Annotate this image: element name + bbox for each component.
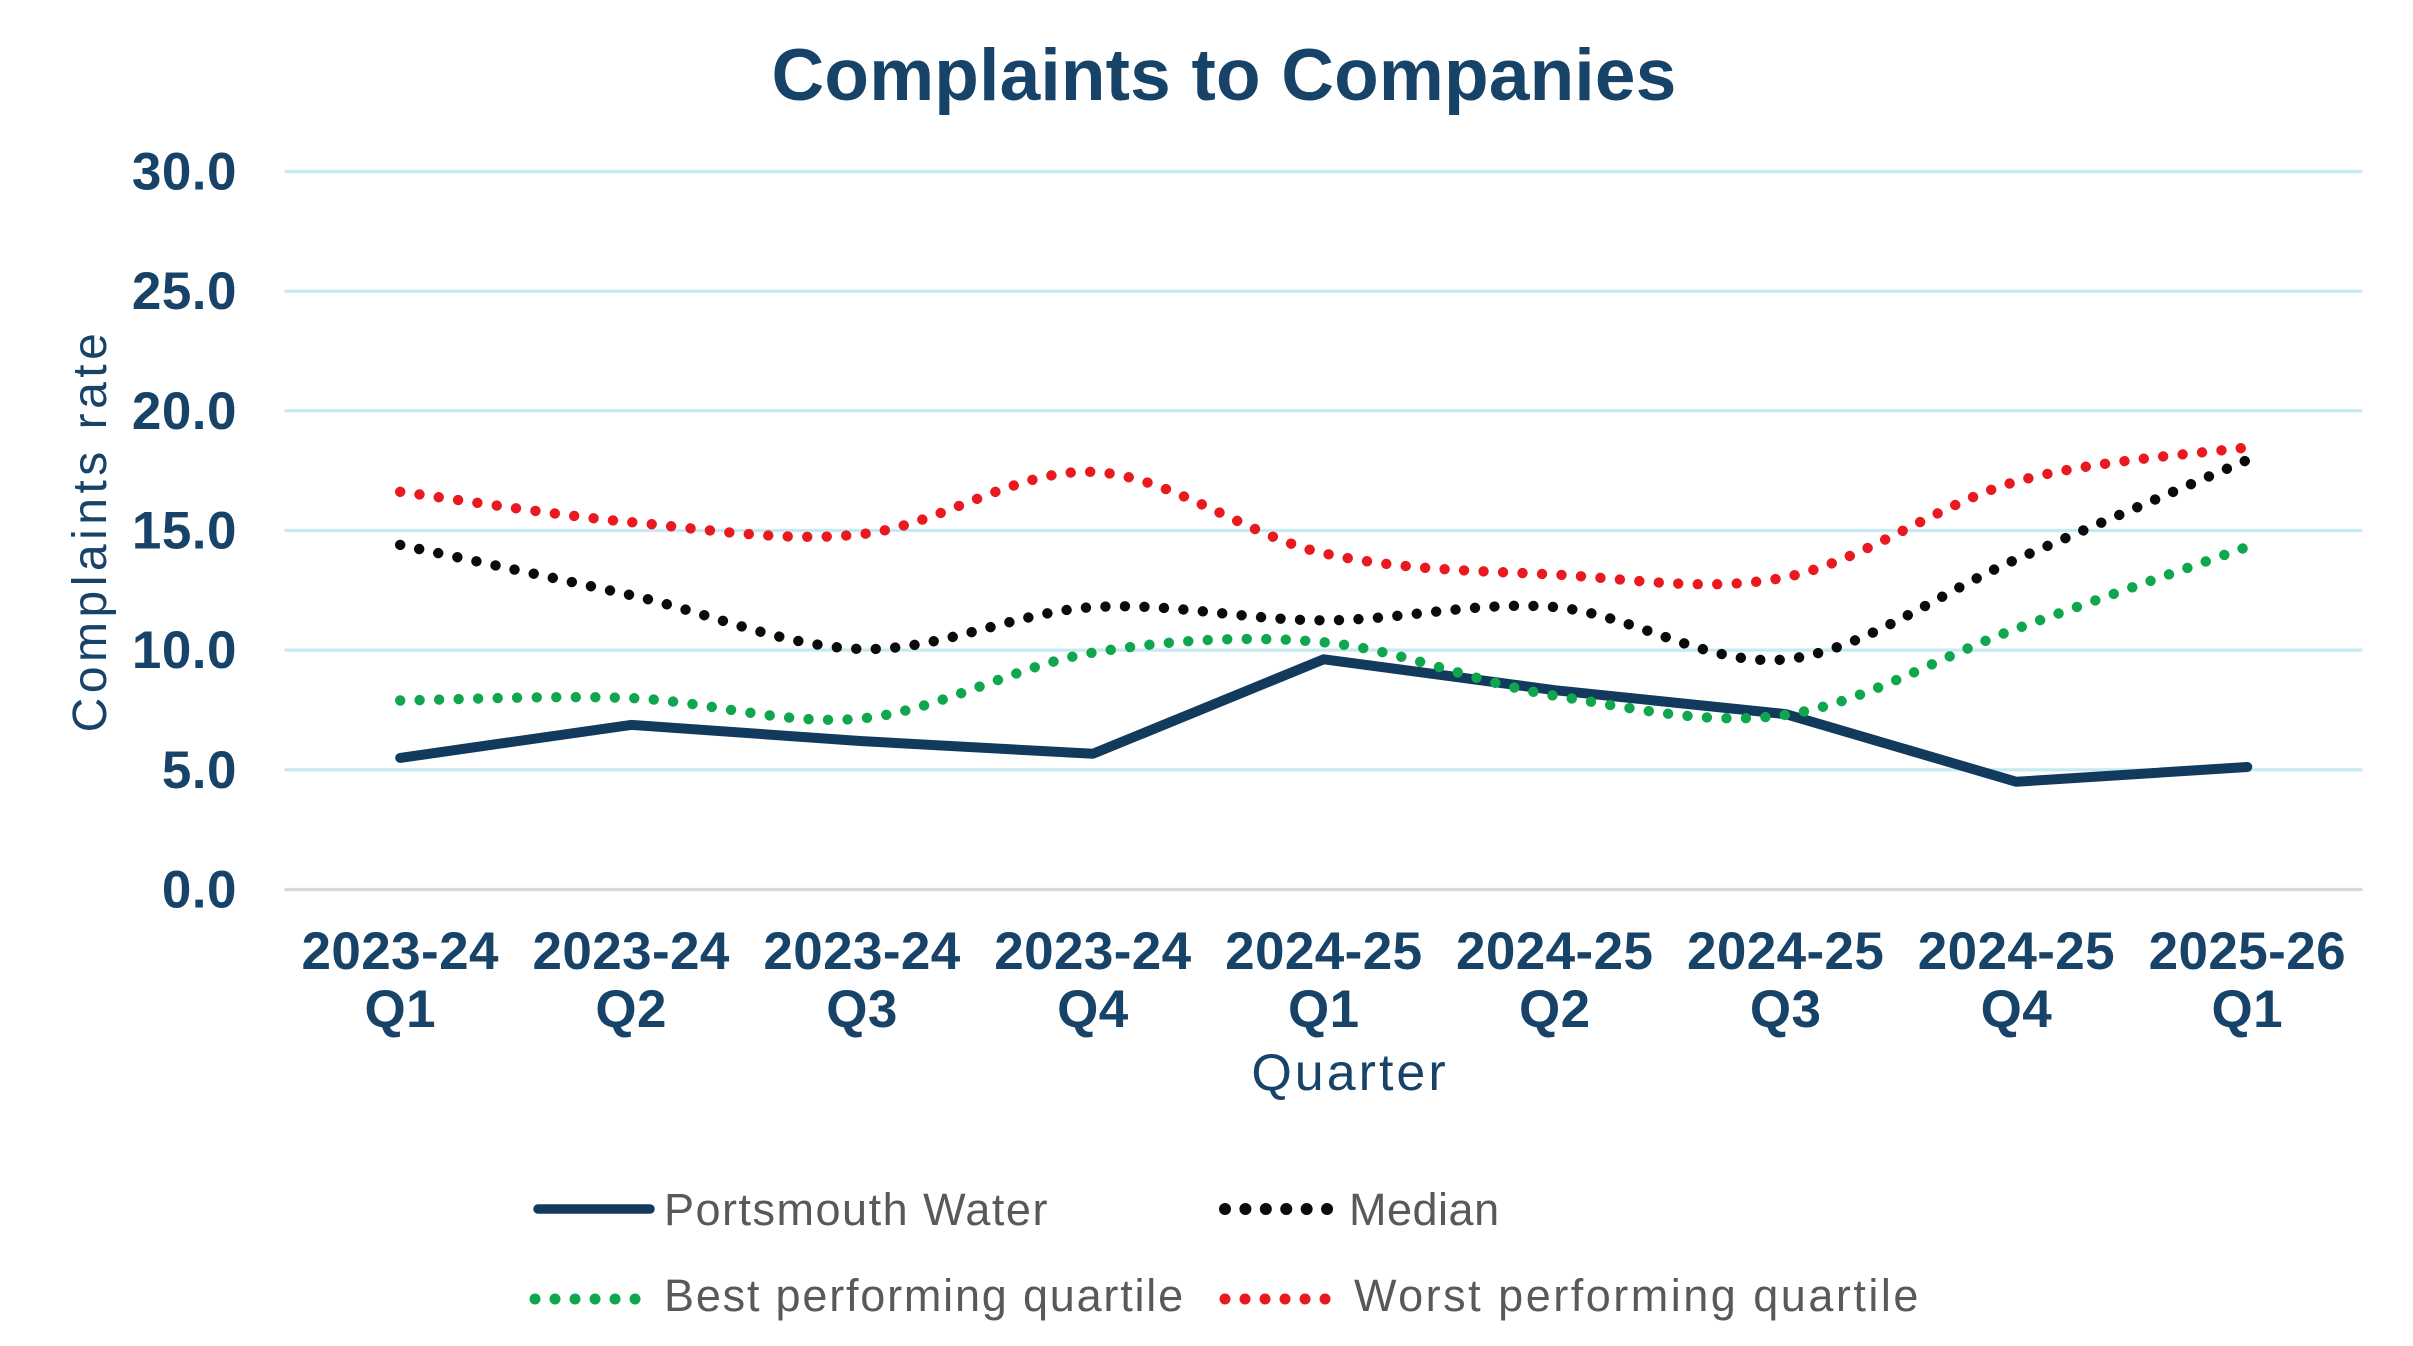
- svg-text:Q3: Q3: [1750, 980, 1822, 1039]
- svg-text:Q1: Q1: [364, 980, 436, 1039]
- svg-text:Worst performing quartile: Worst performing quartile: [1354, 1270, 1921, 1321]
- svg-text:Complaints to Companies: Complaints to Companies: [771, 35, 1676, 116]
- svg-text:Portsmouth Water: Portsmouth Water: [664, 1184, 1049, 1235]
- svg-text:5.0: 5.0: [162, 741, 237, 800]
- svg-text:Q2: Q2: [595, 980, 667, 1039]
- svg-text:0.0: 0.0: [162, 861, 237, 920]
- svg-text:2023-24: 2023-24: [532, 922, 729, 981]
- svg-text:Q4: Q4: [1981, 980, 2053, 1039]
- svg-text:30.0: 30.0: [132, 143, 237, 202]
- svg-text:Best performing quartile: Best performing quartile: [664, 1270, 1185, 1321]
- svg-text:Quarter: Quarter: [1251, 1044, 1448, 1102]
- svg-text:15.0: 15.0: [132, 502, 237, 561]
- svg-text:2023-24: 2023-24: [302, 922, 499, 981]
- svg-text:Q4: Q4: [1057, 980, 1129, 1039]
- svg-text:10.0: 10.0: [132, 621, 237, 680]
- svg-text:2023-24: 2023-24: [763, 922, 960, 981]
- svg-text:Q1: Q1: [2212, 980, 2284, 1039]
- svg-text:Q2: Q2: [1519, 980, 1591, 1039]
- svg-text:2024-25: 2024-25: [1687, 922, 1884, 981]
- svg-text:Q3: Q3: [826, 980, 898, 1039]
- svg-text:25.0: 25.0: [132, 262, 237, 321]
- svg-text:2024-25: 2024-25: [1225, 922, 1422, 981]
- svg-text:Median: Median: [1349, 1184, 1500, 1235]
- svg-text:2023-24: 2023-24: [994, 922, 1191, 981]
- svg-text:2024-25: 2024-25: [1456, 922, 1653, 981]
- svg-text:Complaints rate: Complaints rate: [64, 329, 117, 733]
- svg-text:20.0: 20.0: [132, 382, 237, 441]
- svg-text:2025-26: 2025-26: [2149, 922, 2346, 981]
- svg-text:Q1: Q1: [1288, 980, 1360, 1039]
- svg-text:2024-25: 2024-25: [1918, 922, 2115, 981]
